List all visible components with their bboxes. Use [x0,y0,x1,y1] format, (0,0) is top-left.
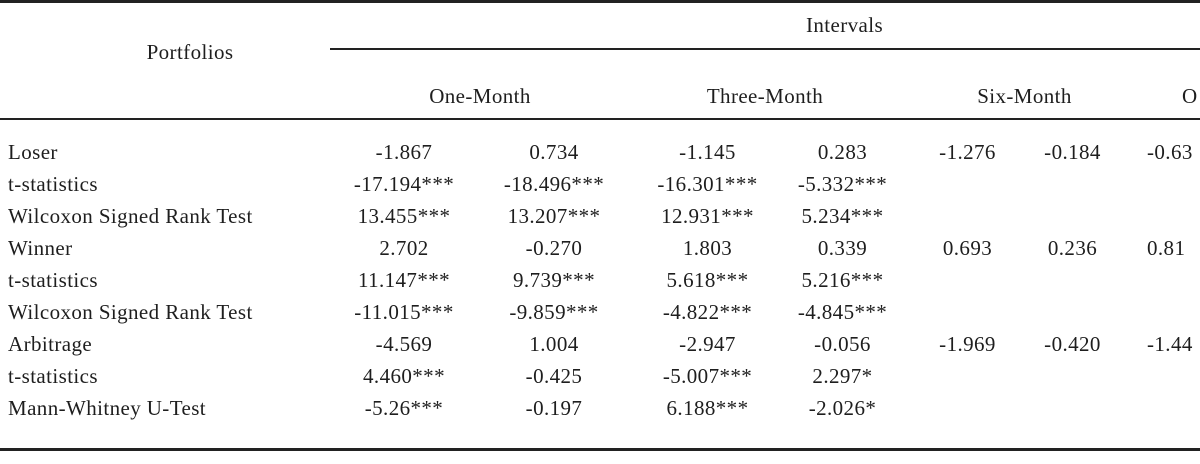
value-cell [900,168,1035,200]
value-cell [1035,200,1110,232]
value-cell-clipped [1110,264,1200,296]
value-cell: -0.197 [525,395,583,420]
value-cell: -4.822*** [662,299,753,324]
value-cell: 1.004 [529,331,579,356]
value-cell [1035,360,1110,392]
value-cell: 0.236 [1047,235,1098,260]
value-cell [900,264,1035,296]
value-cell: 0.283 [817,140,868,164]
table-row: t-statistics 4.460*** -0.425 -5.007*** 2… [0,360,1200,392]
value-cell [900,296,1035,328]
value-cell [1035,296,1110,328]
row-label: Mann-Whitney U-Test [8,395,206,420]
col-header-one-month: One-Month [330,49,630,120]
row-label: t-statistics [8,171,98,196]
value-cell: 2.297* [812,363,873,388]
row-label: Wilcoxon Signed Rank Test [8,299,253,324]
value-cell: -2.026* [808,395,877,420]
value-cell-clipped [1110,296,1200,328]
value-cell: -1.867 [375,140,433,164]
value-cell: -9.859*** [509,299,599,324]
row-label: t-statistics [8,363,98,388]
col-header-portfolios: Portfolios [0,1,330,120]
value-cell: 4.460*** [363,363,445,388]
value-cell: 0.339 [817,235,868,260]
value-cell: -4.845*** [797,299,888,324]
col-header-last-clipped: O [1110,49,1200,120]
value-cell: 2.702 [379,235,429,260]
table-row: Wilcoxon Signed Rank Test 13.455*** 13.2… [0,200,1200,232]
value-cell: -2.947 [679,331,736,356]
value-cell: 13.207*** [507,203,601,228]
table-body: Loser -1.867 0.734 -1.145 0.283 -1.276 -… [0,119,1200,424]
value-cell: -1.145 [679,140,736,164]
value-cell: -5.007*** [662,363,753,388]
value-cell [1035,168,1110,200]
table-row: t-statistics -17.194*** -18.496*** -16.3… [0,168,1200,200]
value-cell [1035,392,1110,424]
row-label: Winner [8,235,73,260]
value-cell: -16.301*** [657,171,758,196]
value-cell: 5.216*** [801,267,884,292]
portfolio-intervals-table: Portfolios Intervals One-Month Three-Mon… [0,0,1200,424]
value-cell: -4.569 [375,331,433,356]
table-row: Mann-Whitney U-Test -5.26*** -0.197 6.18… [0,392,1200,424]
value-cell: 5.234*** [801,203,884,228]
value-cell: 13.455*** [357,203,451,228]
row-label: Arbitrage [8,331,93,356]
row-label: Wilcoxon Signed Rank Test [8,203,253,228]
table-row: Arbitrage -4.569 1.004 -2.947 -0.056 -1.… [0,328,1200,360]
group-header-intervals: Intervals [330,1,1200,50]
value-cell: 9.739*** [513,267,595,292]
value-cell: -1.276 [939,140,996,164]
value-cell [1035,264,1110,296]
value-cell-clipped: -1.44 [1147,331,1193,356]
value-cell-clipped: 0.81 [1147,235,1186,260]
value-cell: -1.969 [939,331,996,356]
value-cell: -0.420 [1044,331,1101,356]
value-cell: -0.270 [525,235,583,260]
value-cell: 5.618*** [666,267,749,292]
value-cell: -17.194*** [353,171,455,196]
col-header-three-month: Three-Month [630,49,900,120]
value-cell: -0.184 [1044,140,1101,164]
value-cell: 6.188*** [666,395,749,420]
table-row: Winner 2.702 -0.270 1.803 0.339 0.693 0.… [0,232,1200,264]
row-label: Loser [8,140,58,164]
table-row: t-statistics 11.147*** 9.739*** 5.618***… [0,264,1200,296]
value-cell [900,360,1035,392]
value-cell: 0.693 [942,235,993,260]
row-label: t-statistics [8,267,98,292]
value-cell-clipped [1110,200,1200,232]
value-cell-clipped [1110,168,1200,200]
value-cell: 1.803 [682,235,733,260]
value-cell-clipped: -0.63 [1147,140,1193,164]
value-cell [900,392,1035,424]
value-cell: -11.015*** [354,299,454,324]
header-row-groups: Portfolios Intervals [0,1,1200,120]
value-cell: -5.332*** [797,171,888,196]
bottom-rule [0,448,1200,451]
value-cell: -0.056 [814,331,871,356]
value-cell: -0.425 [525,363,583,388]
value-cell: 0.734 [529,140,579,164]
value-cell: -18.496*** [503,171,605,196]
table-row: Loser -1.867 0.734 -1.145 0.283 -1.276 -… [0,119,1200,168]
value-cell [900,200,1035,232]
value-cell: 12.931*** [661,203,754,228]
value-cell: 11.147*** [357,267,451,292]
header-row-intervals: One-Month Three-Month Six-Month O [0,49,1200,120]
col-header-six-month: Six-Month [900,49,1110,120]
value-cell-clipped [1110,360,1200,392]
value-cell-clipped [1110,392,1200,424]
value-cell: -5.26*** [364,395,444,420]
table-row: Wilcoxon Signed Rank Test -11.015*** -9.… [0,296,1200,328]
